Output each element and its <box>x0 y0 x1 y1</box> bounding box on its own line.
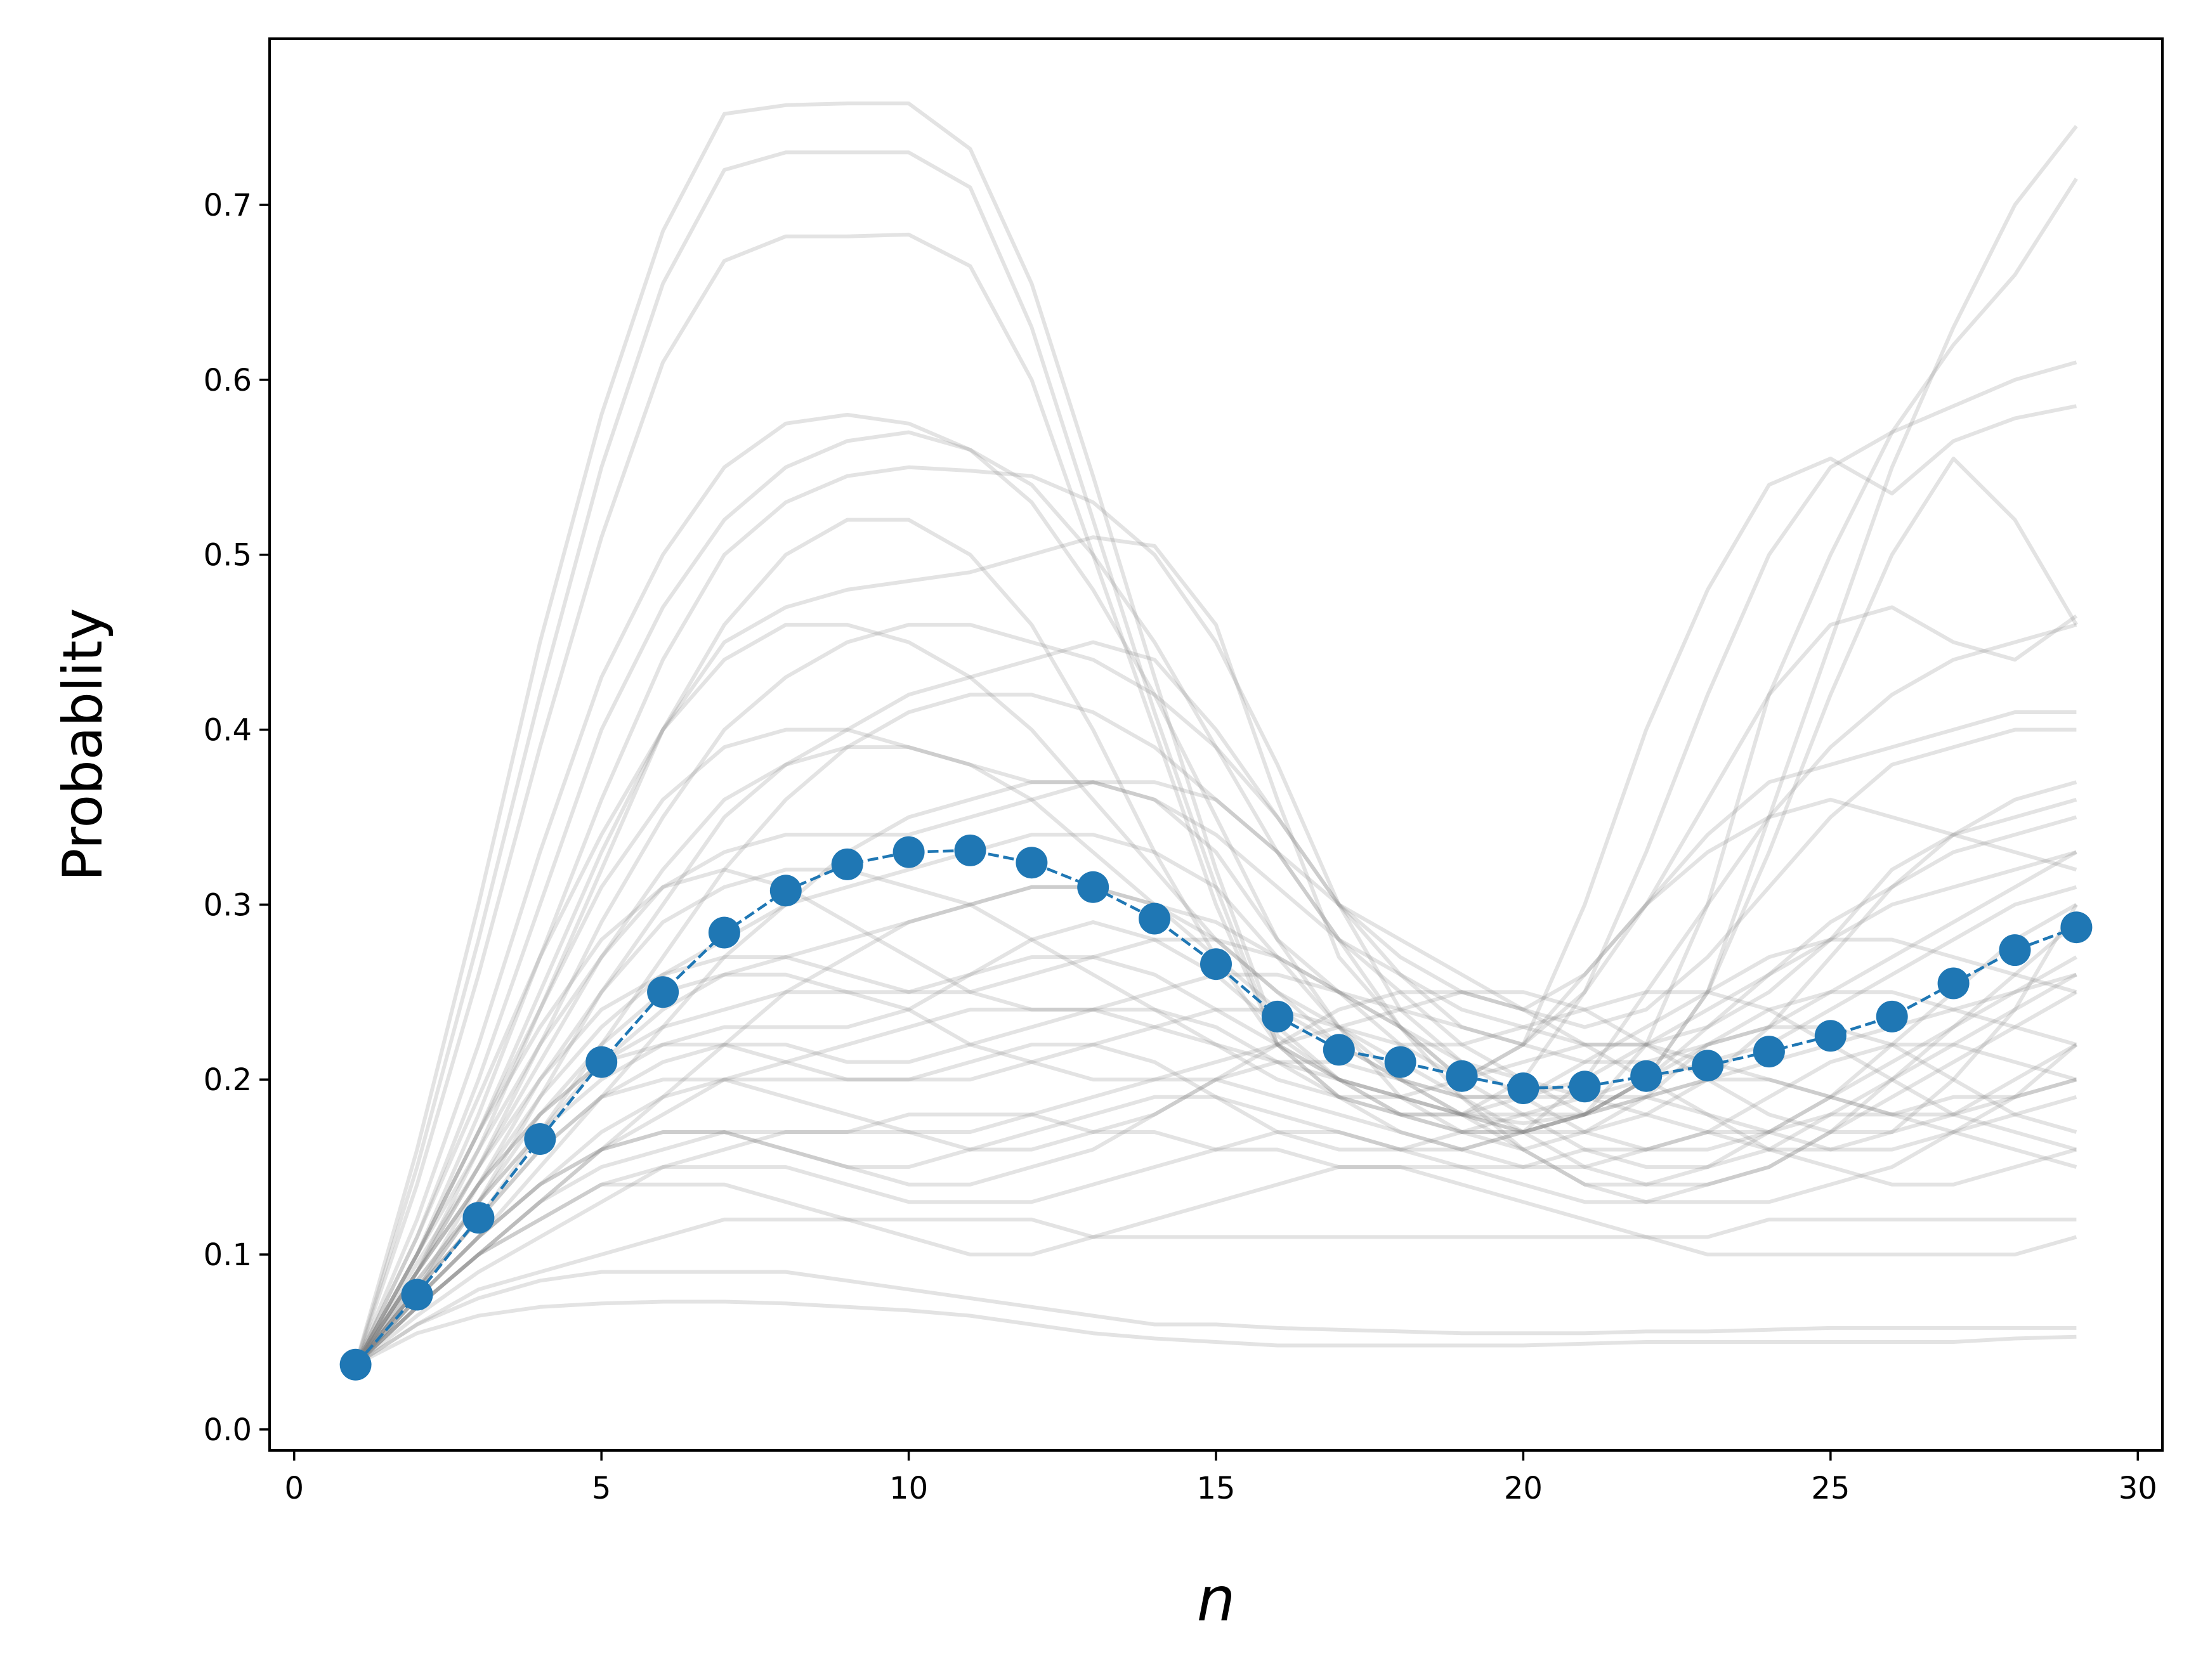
mean-series-group <box>339 834 2093 1381</box>
background-series-line <box>354 693 2077 1366</box>
background-series-line <box>354 605 2078 1366</box>
background-series-line <box>354 885 2077 1366</box>
background-series-line <box>354 937 2077 1366</box>
background-series-line <box>353 150 2078 1365</box>
background-series-line <box>353 535 2077 1366</box>
background-series-line <box>354 1078 2077 1367</box>
mean-series-point <box>769 875 802 907</box>
background-series-line <box>354 920 2078 1366</box>
y-tick-label: 0.6 <box>204 363 252 398</box>
mean-series-point <box>1077 871 1109 903</box>
background-series-line <box>354 990 2077 1366</box>
background-series-line <box>353 101 2078 1365</box>
x-axis-title: n <box>1197 1564 1236 1635</box>
mean-series-point <box>1630 1060 1663 1092</box>
background-series-line <box>354 1025 2077 1366</box>
mean-series-point <box>1753 1036 1785 1068</box>
mean-series-point <box>1814 1020 1847 1052</box>
mean-series-point <box>462 1202 495 1234</box>
y-tick-label: 0.2 <box>204 1062 252 1098</box>
mean-series-point <box>647 976 679 1008</box>
mean-series-point <box>831 848 863 880</box>
mean-series-point <box>1937 967 1970 1000</box>
background-series-line <box>354 1217 2077 1367</box>
mean-series-point <box>1139 902 1171 935</box>
mean-series-point <box>1692 1050 1724 1082</box>
mean-series-line <box>354 849 2077 1366</box>
x-tick-label: 15 <box>1196 1471 1235 1506</box>
mean-series-point <box>1876 1000 1908 1032</box>
x-axis-ticks: 0 5 10 15 20 25 30 <box>284 1450 2157 1506</box>
background-series-line <box>354 937 2077 1366</box>
mean-series-point <box>1569 1071 1601 1103</box>
mean-series-point <box>1200 948 1232 980</box>
background-series-line <box>353 727 2077 1366</box>
mean-series-point <box>892 836 925 868</box>
background-series-line <box>353 404 2077 1365</box>
x-tick-label: 20 <box>1504 1471 1543 1506</box>
background-series-line <box>354 972 2077 1366</box>
y-tick-label: 0.5 <box>204 538 252 573</box>
y-axis-ticks: 0.0 0.1 0.2 0.3 0.4 0.5 0.6 0.7 <box>204 188 270 1448</box>
background-series-line <box>354 1043 2078 1366</box>
y-tick-label: 0.7 <box>204 188 252 223</box>
mean-series-point <box>1016 847 1048 879</box>
background-series-line <box>354 850 2077 1366</box>
y-axis-title: Probablity <box>51 608 115 882</box>
mean-series-point <box>1507 1072 1539 1104</box>
background-series-line <box>354 780 2077 1366</box>
mean-series-point <box>1384 1046 1416 1078</box>
background-series-line <box>354 780 2077 1366</box>
background-series-line <box>354 972 2077 1366</box>
x-tick-label: 30 <box>2119 1471 2157 1506</box>
mean-series-point <box>1446 1060 1478 1092</box>
background-series-line <box>353 780 2077 1366</box>
background-series-line <box>353 430 2078 1366</box>
background-series-line <box>354 1043 2077 1366</box>
y-tick-label: 0.0 <box>204 1412 252 1448</box>
mean-series-point <box>2060 911 2093 944</box>
mean-series-point <box>1999 934 2031 967</box>
mean-series-point <box>524 1123 556 1155</box>
background-series-line <box>353 232 2077 1365</box>
mean-series-point <box>401 1279 433 1311</box>
x-tick-label: 0 <box>284 1471 304 1506</box>
background-series-line <box>353 465 2078 1366</box>
background-series-line <box>355 1299 2077 1367</box>
mean-series-point <box>708 916 740 949</box>
y-tick-label: 0.4 <box>204 713 252 748</box>
background-series-line <box>354 1270 2077 1367</box>
x-tick-label: 5 <box>592 1471 611 1506</box>
background-series-line <box>354 990 2077 1366</box>
background-series-line <box>354 1043 2077 1366</box>
background-series-line <box>353 623 2077 1366</box>
background-series-line <box>354 815 2077 1366</box>
background-series-line <box>354 868 2077 1366</box>
mean-series-point <box>1261 1000 1293 1032</box>
mean-series-point <box>585 1046 618 1078</box>
x-tick-label: 25 <box>1811 1471 1850 1506</box>
background-series-line <box>354 1165 2077 1366</box>
y-tick-label: 0.3 <box>204 887 252 923</box>
mean-series-point <box>339 1348 372 1381</box>
x-tick-label: 10 <box>889 1471 928 1506</box>
mean-series-point <box>954 834 986 866</box>
y-tick-label: 0.1 <box>204 1237 252 1273</box>
mean-series-point <box>1323 1034 1355 1066</box>
background-series-line <box>354 640 2077 1366</box>
